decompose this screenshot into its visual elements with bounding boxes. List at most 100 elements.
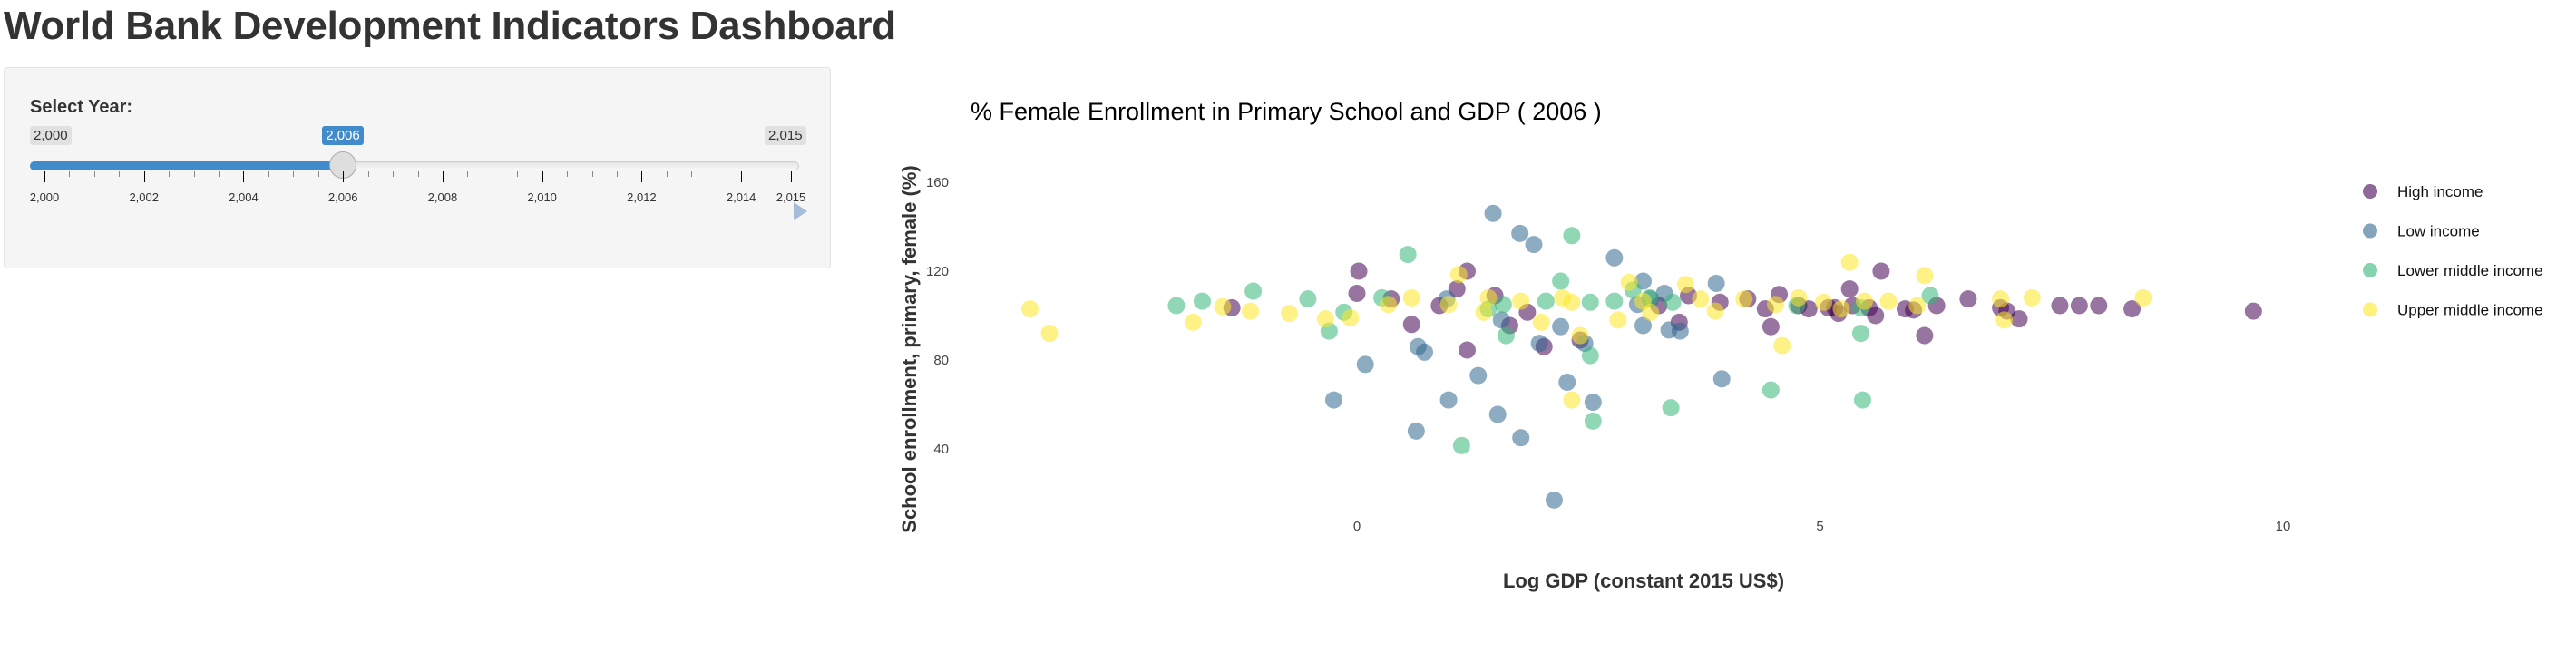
data-point — [1660, 321, 1678, 339]
data-point — [1761, 381, 1780, 399]
data-point — [1348, 285, 1366, 302]
data-point — [1448, 280, 1466, 298]
slider-tick — [367, 171, 369, 177]
data-point — [1530, 335, 1548, 353]
data-point — [1995, 311, 2014, 329]
y-tick-label: 40 — [933, 442, 949, 457]
data-point — [1512, 429, 1530, 447]
legend-label: Upper middle income — [2397, 302, 2543, 319]
legend-label: High income — [2397, 183, 2483, 200]
data-point — [1350, 262, 1368, 280]
data-point — [1484, 204, 1502, 222]
data-point — [1843, 297, 1861, 315]
data-point — [1655, 285, 1673, 302]
data-point — [1676, 276, 1694, 294]
data-point — [1642, 303, 1660, 321]
legend-label: Low income — [2397, 223, 2480, 240]
slider-value-label: 2,006 — [322, 126, 364, 145]
data-point — [1416, 343, 1434, 361]
data-point — [1500, 316, 1518, 335]
data-point — [1193, 292, 1211, 310]
data-point — [1512, 292, 1530, 310]
data-point — [1373, 288, 1391, 307]
slider-tick — [417, 171, 419, 177]
data-point — [1452, 436, 1470, 454]
data-point — [1356, 355, 1374, 374]
data-point — [2090, 297, 2108, 315]
data-point — [1518, 303, 1537, 321]
data-point — [1641, 288, 1659, 307]
data-point — [1916, 267, 1934, 285]
x-tick-label: 5 — [1816, 519, 1823, 534]
slider-tick — [591, 171, 593, 177]
data-point — [1670, 313, 1688, 331]
slider-max-label: 2,015 — [765, 126, 806, 145]
data-point — [1739, 290, 1757, 308]
data-point — [1815, 293, 1833, 311]
data-point — [1475, 303, 1493, 321]
slider-tick-label: 2,002 — [129, 190, 159, 204]
data-point — [1449, 266, 1468, 284]
data-point — [1908, 297, 1927, 315]
data-point — [1399, 246, 1417, 264]
data-point — [1671, 322, 1689, 340]
data-point — [1584, 412, 1602, 430]
data-point — [1532, 313, 1550, 331]
slider-tick-label: 2,004 — [229, 190, 259, 204]
slider-tick — [666, 171, 668, 177]
data-point — [1634, 272, 1652, 290]
slider-tick — [791, 171, 792, 182]
y-tick-label: 160 — [926, 175, 949, 190]
data-point — [1832, 300, 1850, 318]
slider-tick — [467, 171, 469, 177]
slider-tick — [169, 171, 171, 177]
data-point — [1552, 272, 1570, 290]
legend-marker — [2363, 302, 2377, 317]
x-axis-label: Log GDP (constant 2015 US$) — [1503, 570, 1784, 592]
slider-tick — [293, 171, 295, 177]
data-point — [1299, 290, 1317, 308]
data-point — [1324, 391, 1342, 409]
slider-tick — [517, 171, 519, 177]
data-point — [2244, 302, 2262, 320]
data-point — [1469, 366, 1488, 385]
slider-tick-label: 2,006 — [327, 190, 358, 204]
data-point — [1342, 308, 1360, 326]
data-point — [1581, 346, 1599, 365]
chart-title: % Female Enrollment in Primary School an… — [971, 98, 1602, 125]
slider-label: Select Year: — [30, 97, 133, 117]
data-point — [1563, 227, 1581, 245]
data-point — [1563, 293, 1581, 311]
slider-tick — [93, 171, 95, 177]
data-point — [1992, 298, 2010, 316]
data-point — [1458, 341, 1476, 359]
year-slider-panel: Select Year: 2,000 2,015 2,006 2,000 2,00… — [4, 67, 831, 268]
data-point — [1642, 290, 1660, 308]
data-point — [1706, 302, 1724, 320]
data-point — [1320, 322, 1338, 340]
data-point — [1620, 273, 1638, 291]
data-point — [1840, 280, 1859, 298]
data-point — [1430, 297, 1449, 315]
data-point — [2070, 297, 2088, 315]
data-point — [1439, 296, 1458, 314]
data-point — [1788, 297, 1806, 315]
play-icon[interactable] — [794, 202, 807, 220]
slider-tick-label: 2,008 — [427, 190, 458, 204]
data-point — [2123, 300, 2142, 318]
slider-tick — [641, 171, 643, 182]
data-point — [1830, 305, 1848, 323]
data-point — [1494, 296, 1512, 314]
slider-tick — [442, 171, 444, 182]
data-point — [1535, 337, 1553, 355]
data-point — [1756, 300, 1774, 318]
data-point — [1488, 405, 1507, 423]
data-point — [1479, 288, 1498, 307]
data-point — [1826, 298, 1844, 316]
data-point — [1800, 300, 1818, 318]
data-point — [1458, 262, 1476, 280]
page-title: World Bank Development Indicators Dashbo… — [4, 4, 896, 48]
data-point — [1439, 391, 1458, 409]
data-point — [1634, 316, 1652, 335]
data-point — [1916, 326, 1934, 345]
